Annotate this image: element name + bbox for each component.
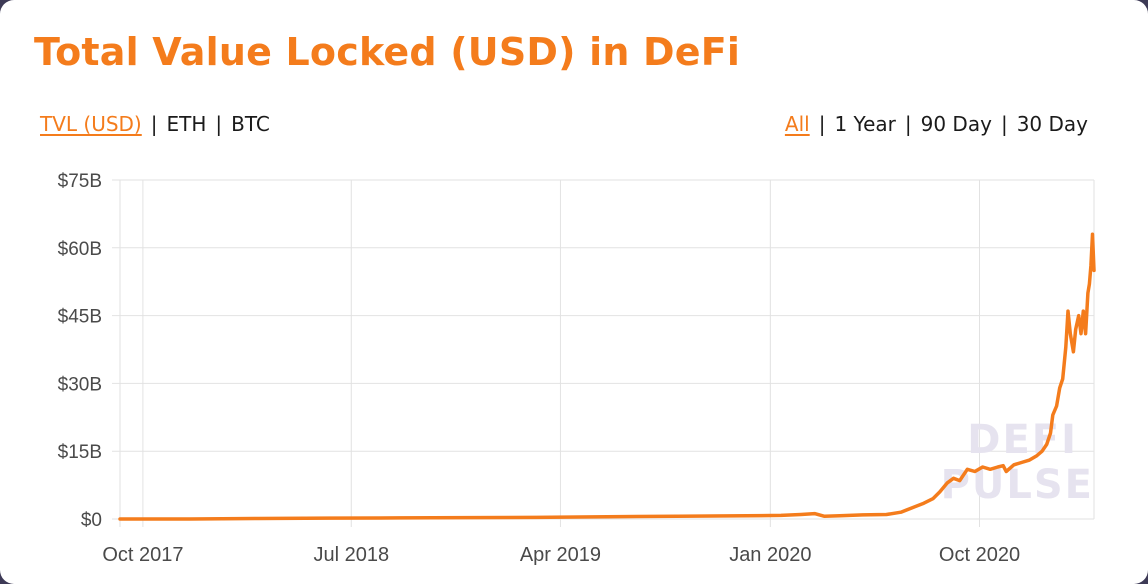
separator: |	[1000, 112, 1008, 136]
metric-option-eth[interactable]: ETH	[166, 112, 207, 136]
y-tick-label: $45B	[58, 307, 102, 328]
metric-option-btc[interactable]: BTC	[231, 112, 270, 136]
tvl-line-chart[interactable]: $0 $15B $30B $45B $60B $75B Oct 2017 Jul 2018 A…	[0, 160, 1148, 584]
tvl-series-line	[118, 232, 1096, 521]
chart-series	[118, 232, 1096, 521]
watermark-line-1: DEFI	[967, 417, 1078, 463]
range-option-90-day[interactable]: 90 Day	[920, 112, 992, 136]
separator: |	[150, 112, 158, 136]
watermark-line-2: PULSE	[941, 462, 1094, 508]
separator: |	[215, 112, 223, 136]
y-tick-label: $75B	[58, 171, 102, 192]
x-tick-label: Jan 2020	[729, 544, 811, 566]
separator: |	[818, 112, 826, 136]
y-tick-label: $0	[81, 510, 102, 531]
x-tick-label: Oct 2017	[102, 544, 183, 566]
y-tick-label: $15B	[58, 442, 102, 463]
range-option-all[interactable]: All	[784, 112, 810, 136]
metric-toggle-group: TVL (USD) | ETH | BTC	[40, 112, 270, 136]
range-option-30-day[interactable]: 30 Day	[1016, 112, 1088, 136]
range-toggle-group: All | 1 Year | 90 Day | 30 Day	[785, 112, 1088, 136]
y-tick-label: $60B	[58, 239, 102, 260]
y-tick-label: $30B	[58, 374, 102, 395]
range-option-1-year[interactable]: 1 Year	[834, 112, 896, 136]
x-axis-ticks: Oct 2017 Jul 2018 Apr 2019 Jan 2020 Oct 2020	[102, 544, 1020, 566]
metric-option-tvl-usd[interactable]: TVL (USD)	[40, 112, 142, 136]
x-tick-label: Oct 2020	[939, 544, 1020, 566]
x-tick-label: Apr 2019	[520, 544, 601, 566]
y-axis-ticks: $0 $15B $30B $45B $60B $75B	[58, 171, 102, 531]
separator: |	[904, 112, 912, 136]
x-tick-label: Jul 2018	[313, 544, 389, 566]
chart-title: Total Value Locked (USD) in DeFi	[34, 30, 741, 74]
